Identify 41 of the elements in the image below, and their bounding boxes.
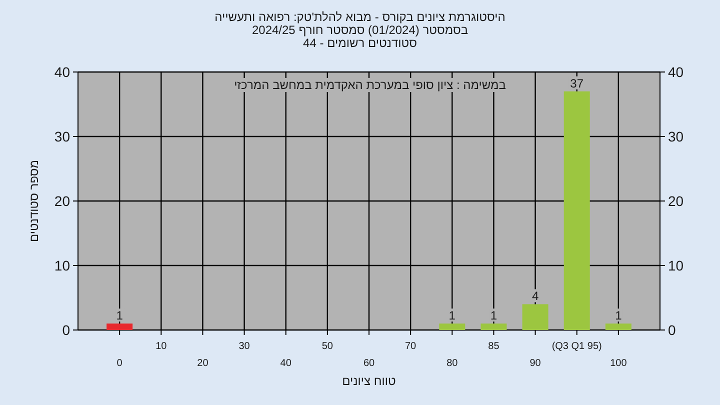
- y-tick-label: 0: [62, 322, 70, 338]
- data-label: 1: [490, 308, 498, 323]
- x-tick-label: 90: [530, 358, 542, 369]
- data-label: 1: [116, 308, 124, 323]
- x-tick-label: 0: [116, 358, 123, 369]
- y2-tick-label: 10: [668, 258, 684, 274]
- chart-title: היסטוגרמת ציונים בקורס - מבוא להלת'טק: רפואה ותעשייה: [214, 10, 506, 24]
- x-tick-label: 20: [197, 358, 209, 369]
- x-tick-label: (Q3 Q1 95): [552, 341, 602, 352]
- x-tick-label: 40: [280, 358, 292, 369]
- data-label: 4: [532, 289, 539, 304]
- x-tick-label: 10: [156, 341, 168, 352]
- x-tick-label: 100: [610, 358, 628, 369]
- x-tick-label: 60: [363, 358, 375, 369]
- x-axis-title: טווח ציונים: [342, 374, 396, 388]
- bar: [522, 304, 548, 330]
- x-tick-label: 80: [446, 358, 458, 369]
- text: סטודנטים רשומים - 44: [303, 36, 418, 50]
- data-label: 1: [448, 308, 456, 323]
- x-tick-label: 50: [322, 341, 334, 352]
- y2-tick-label: 40: [668, 64, 684, 80]
- y-tick-label: 40: [54, 64, 70, 80]
- y2-tick-label: 0: [668, 322, 676, 338]
- bar: [605, 324, 632, 330]
- x-tick-label: 85: [488, 341, 500, 352]
- x-tick-label: 30: [238, 341, 250, 352]
- y-tick-label: 20: [54, 193, 70, 209]
- bar: [480, 324, 507, 330]
- data-label: 37: [570, 76, 584, 90]
- bar: [564, 91, 590, 330]
- y-tick-label: 30: [54, 128, 70, 144]
- data-label: 1: [615, 308, 622, 323]
- bar: [439, 324, 466, 330]
- x-tick-label: 70: [405, 341, 417, 352]
- y-tick-label: 10: [54, 258, 70, 274]
- y2-tick-label: 30: [668, 128, 684, 144]
- y-axis-title: מספר סטודנטים: [27, 160, 41, 242]
- chart-subtitle: בסמסטר (01/2024) סמסטר חורף 2024/25: [252, 23, 468, 37]
- bar: [106, 324, 133, 330]
- annotation: במשימה : ציון סופי במערכת האקדמית במחשב המרכזי: [234, 78, 506, 92]
- y2-tick-label: 20: [668, 193, 684, 209]
